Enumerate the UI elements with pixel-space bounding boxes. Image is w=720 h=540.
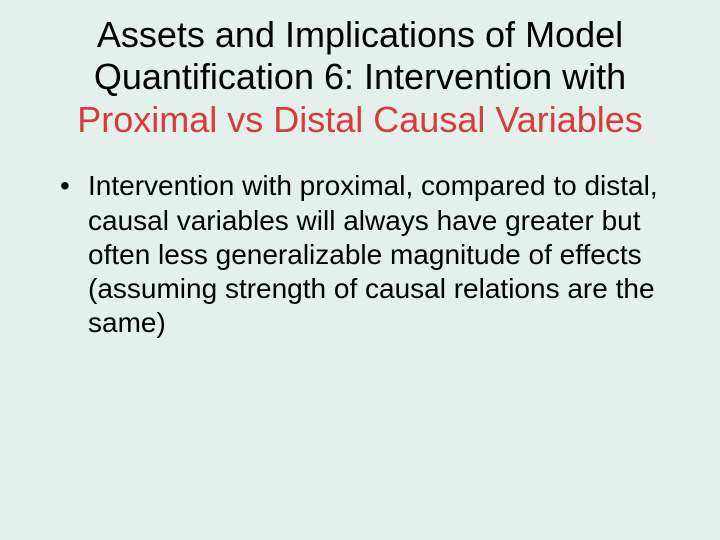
title-pre: Assets and Implications of Model Quantif…	[94, 14, 626, 97]
bullet-list: Intervention with proximal, compared to …	[30, 169, 690, 340]
slide-title: Assets and Implications of Model Quantif…	[30, 14, 690, 141]
title-highlight: Proximal vs Distal Causal Variables	[77, 99, 643, 140]
list-item: Intervention with proximal, compared to …	[60, 169, 690, 340]
